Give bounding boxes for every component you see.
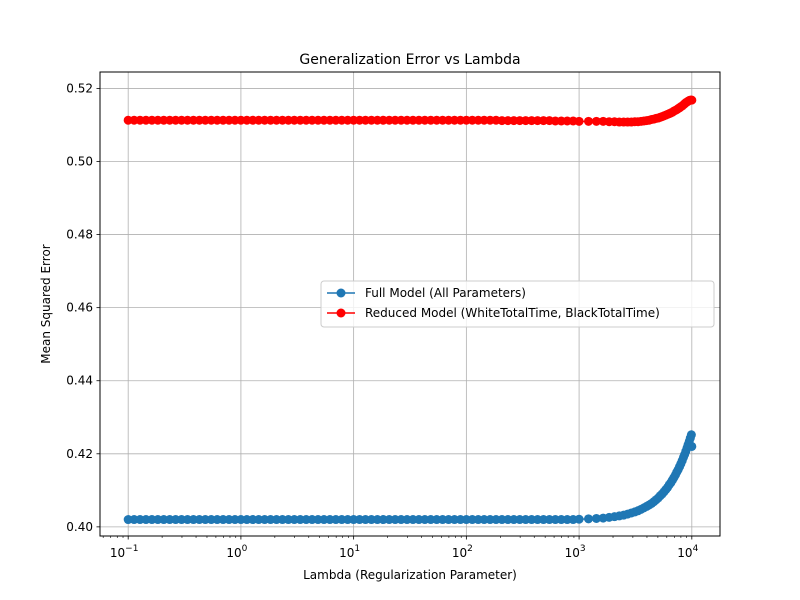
legend-label: Full Model (All Parameters) (365, 286, 526, 300)
series-2 (123, 95, 697, 127)
series-layer (123, 95, 697, 525)
y-tick-label: 0.40 (66, 520, 93, 534)
x-tick-label: 100 (226, 544, 247, 560)
legend-marker (336, 288, 346, 298)
data-point (686, 430, 696, 440)
y-tick-label: 0.50 (66, 155, 93, 169)
x-axis: 10−1 100 101 102 103 104 (102, 536, 699, 560)
x-tick-label: 102 (452, 544, 473, 560)
legend-marker (336, 308, 346, 318)
y-axis: 0.40 0.42 0.44 0.46 0.48 0.50 0.52 (66, 81, 100, 534)
legend: Full Model (All Parameters) Reduced Model… (320, 280, 715, 328)
series-1 (123, 430, 697, 525)
y-axis-label: Mean Squared Error (39, 244, 53, 364)
y-tick-label: 0.42 (66, 447, 93, 461)
x-tick-label: 103 (565, 544, 586, 560)
chart-title: Generalization Error vs Lambda (299, 52, 520, 68)
data-point (687, 441, 697, 451)
x-tick-label: 10−1 (110, 544, 139, 560)
legend-box (320, 280, 715, 328)
data-point (687, 95, 697, 105)
y-tick-label: 0.44 (66, 374, 93, 388)
data-point (591, 513, 601, 523)
x-tick-label: 104 (677, 544, 698, 560)
x-axis-label: Lambda (Regularization Parameter) (303, 568, 517, 582)
data-point (574, 116, 584, 126)
data-point (584, 514, 593, 524)
legend-item: Reduced Model (WhiteTotalTime, BlackTota… (327, 306, 660, 320)
y-tick-label: 0.46 (66, 301, 93, 315)
legend-item: Full Model (All Parameters) (327, 286, 526, 300)
data-point (574, 514, 584, 524)
x-tick-label: 101 (339, 544, 360, 560)
data-point (591, 116, 601, 126)
plot-area-frame (99, 71, 721, 537)
y-tick-label: 0.48 (66, 228, 93, 242)
legend-label: Reduced Model (WhiteTotalTime, BlackTota… (365, 306, 660, 320)
y-tick-label: 0.52 (66, 81, 93, 95)
data-point (584, 116, 593, 126)
